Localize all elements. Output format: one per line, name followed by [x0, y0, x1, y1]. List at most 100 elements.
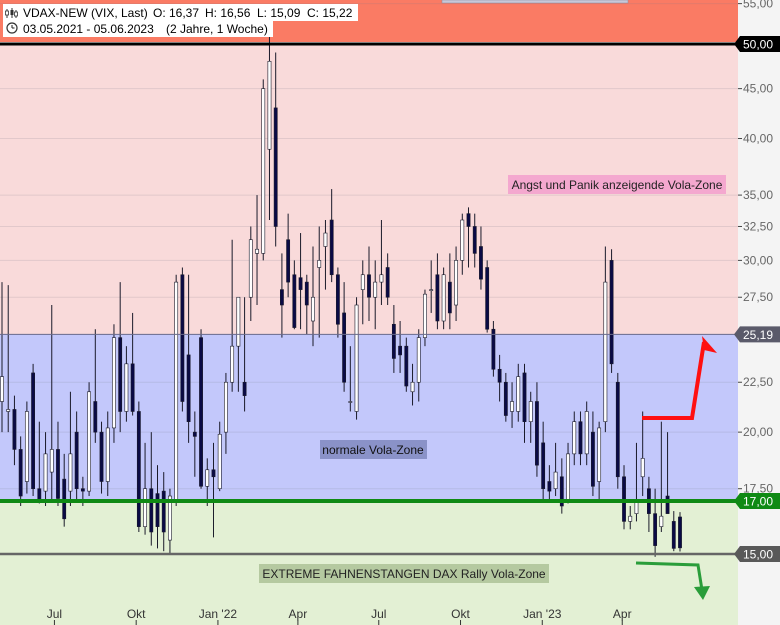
price-marker: 50,00 — [734, 36, 780, 52]
candle-body-down — [541, 442, 546, 490]
candle-body-up — [317, 260, 322, 268]
candle-body-up — [416, 337, 421, 383]
candle-body-up — [124, 363, 129, 412]
candle-body-down — [665, 495, 670, 514]
candle-body-down — [653, 513, 658, 546]
candle — [379, 220, 384, 306]
candle-body-up — [460, 219, 465, 261]
candle — [510, 382, 514, 428]
candle-body-down — [678, 516, 682, 549]
header-close: C: 15,22 — [307, 6, 353, 20]
y-tick-label: 22,50 — [743, 375, 773, 389]
x-tick-label: Okt — [451, 607, 470, 621]
candle-body-down — [242, 381, 247, 396]
candle — [441, 267, 446, 330]
candle-body-up — [348, 401, 353, 403]
candle — [466, 207, 471, 268]
candle-body-up — [360, 274, 365, 290]
candle — [479, 226, 483, 290]
candle-body-up — [640, 458, 645, 478]
candle — [342, 282, 347, 392]
candle — [56, 421, 60, 506]
candle-body-down — [329, 219, 334, 276]
price-marker-label: 50,00 — [743, 38, 773, 52]
candle — [304, 274, 309, 335]
candle — [335, 267, 340, 338]
scroll-indicator[interactable] — [441, 0, 629, 4]
candle — [311, 246, 315, 347]
candle-body-down — [385, 267, 390, 298]
candle — [68, 391, 73, 506]
price-marker-tag — [734, 546, 780, 562]
candle-body-up — [205, 469, 210, 487]
x-tick-label: Jan '22 — [199, 607, 238, 621]
candle-body-up — [441, 274, 446, 322]
price-marker-label: 15,00 — [743, 548, 773, 562]
candle-body-down — [404, 345, 409, 387]
price-marker: 15,00 — [734, 546, 780, 562]
header-low: L: 15,09 — [257, 6, 301, 20]
candle — [528, 391, 533, 443]
candle-body-down — [503, 381, 508, 416]
header-info-bg-2 — [3, 20, 273, 37]
candle — [597, 421, 602, 501]
y-tick-label: 32,50 — [743, 219, 773, 233]
candle-body-down — [161, 490, 166, 533]
candle-body-down — [136, 411, 141, 527]
candle-body-up — [603, 281, 608, 422]
candle-body-down — [304, 281, 309, 306]
candle-body-up — [572, 421, 577, 455]
clock-icon — [6, 22, 18, 34]
price-markers: 50,00 25,19 17,00 15,00 — [734, 36, 780, 562]
candle-body-up — [354, 304, 359, 412]
candle — [591, 411, 595, 497]
candle — [43, 432, 48, 506]
candle — [447, 253, 452, 330]
candle — [24, 401, 29, 494]
candle — [105, 411, 110, 497]
candle — [192, 411, 197, 477]
candle-body-down — [74, 431, 79, 490]
candle-body-up — [628, 515, 633, 522]
candle — [640, 411, 645, 497]
candle — [367, 246, 371, 322]
candle-body-up — [410, 381, 415, 393]
candle — [62, 453, 67, 527]
candle — [535, 382, 539, 477]
candle — [416, 329, 421, 402]
candle-body-down — [547, 481, 552, 492]
candle — [180, 267, 185, 412]
candle — [609, 249, 614, 373]
candle-body-down — [578, 421, 583, 455]
candle — [423, 289, 427, 347]
candle-body-up — [267, 60, 272, 150]
candle-body-down — [273, 107, 278, 227]
header-open: O: 16,37 — [153, 6, 199, 20]
candle — [491, 321, 496, 377]
header-high: H: 16,56 — [205, 6, 251, 20]
candle — [628, 505, 633, 530]
candle — [161, 472, 166, 552]
candle-body-up — [105, 427, 110, 482]
candle-body-up — [224, 381, 228, 433]
candle — [547, 465, 552, 501]
candle-body-down — [535, 401, 539, 466]
candle-body-up — [429, 289, 434, 291]
candle — [323, 220, 328, 290]
candle — [522, 363, 527, 443]
candle-body-down — [155, 493, 160, 527]
candle-body-down — [62, 478, 67, 520]
extreme-zone-label-bg — [259, 564, 549, 583]
candle-body-down — [559, 476, 564, 507]
x-tick-label: Jul — [47, 607, 62, 621]
candle-body-down — [609, 260, 614, 365]
candle — [87, 382, 91, 497]
header-instrument: VDAX-NEW (VIX, Last) — [23, 6, 148, 20]
candle-body-up — [24, 411, 29, 482]
candle-body-down — [93, 401, 98, 433]
candle-body-down — [56, 449, 60, 499]
candle-body-up — [373, 281, 378, 298]
candle-body-up — [43, 453, 48, 492]
candle-body-down — [466, 213, 471, 227]
